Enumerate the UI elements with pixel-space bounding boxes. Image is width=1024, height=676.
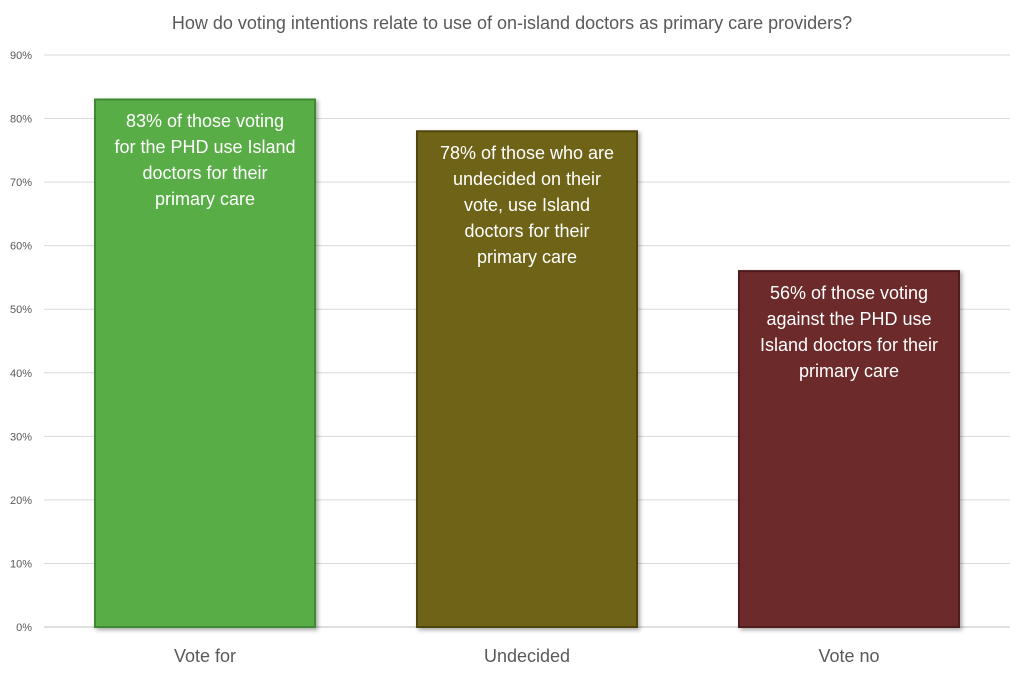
x-tick-label: Vote for xyxy=(174,646,236,666)
data-label-line: doctors for their xyxy=(142,163,268,184)
data-label: 83% of those voting for the PHD use Islan… xyxy=(99,108,311,212)
data-label-line: for the PHD use Island xyxy=(114,137,296,158)
x-tick-label: Undecided xyxy=(484,646,570,666)
y-tick-label: 90% xyxy=(10,50,32,62)
y-tick-label: 20% xyxy=(10,495,32,507)
data-label: 56% of those voting against the PHD use Is… xyxy=(743,280,955,384)
y-tick-label: 60% xyxy=(10,241,32,253)
data-label-line: undecided on their xyxy=(452,169,602,190)
bar-vote-for xyxy=(94,98,316,628)
data-label-line: vote, use Island xyxy=(463,195,591,216)
y-tick-label: 50% xyxy=(10,304,32,316)
bar-vote-no xyxy=(738,270,960,628)
chart-title: How do voting intentions relate to use o… xyxy=(171,13,853,33)
data-label-line: doctors for their xyxy=(464,221,590,242)
data-label: 78% of those who are undecided on their vo… xyxy=(421,140,633,270)
x-tick-label: Vote no xyxy=(818,646,879,666)
y-tick-label: 80% xyxy=(10,114,32,126)
data-label-line: Island doctors for their xyxy=(759,335,939,356)
y-tick-label: 40% xyxy=(10,368,32,380)
data-label-line: against the PHD use xyxy=(766,309,932,330)
y-tick-label: 10% xyxy=(10,558,32,570)
data-label-line: 83% of those voting xyxy=(125,111,285,132)
data-label-line: 56% of those voting xyxy=(769,283,929,304)
data-label-line: 78% of those who are xyxy=(439,143,615,164)
y-tick-label: 30% xyxy=(10,431,32,443)
data-label-line: primary care xyxy=(476,247,578,268)
y-tick-label: 0% xyxy=(16,622,32,634)
data-label-line: primary care xyxy=(798,361,900,382)
y-tick-label: 70% xyxy=(10,177,32,189)
data-label-line: primary care xyxy=(154,189,256,210)
bar-undecided xyxy=(416,130,638,628)
